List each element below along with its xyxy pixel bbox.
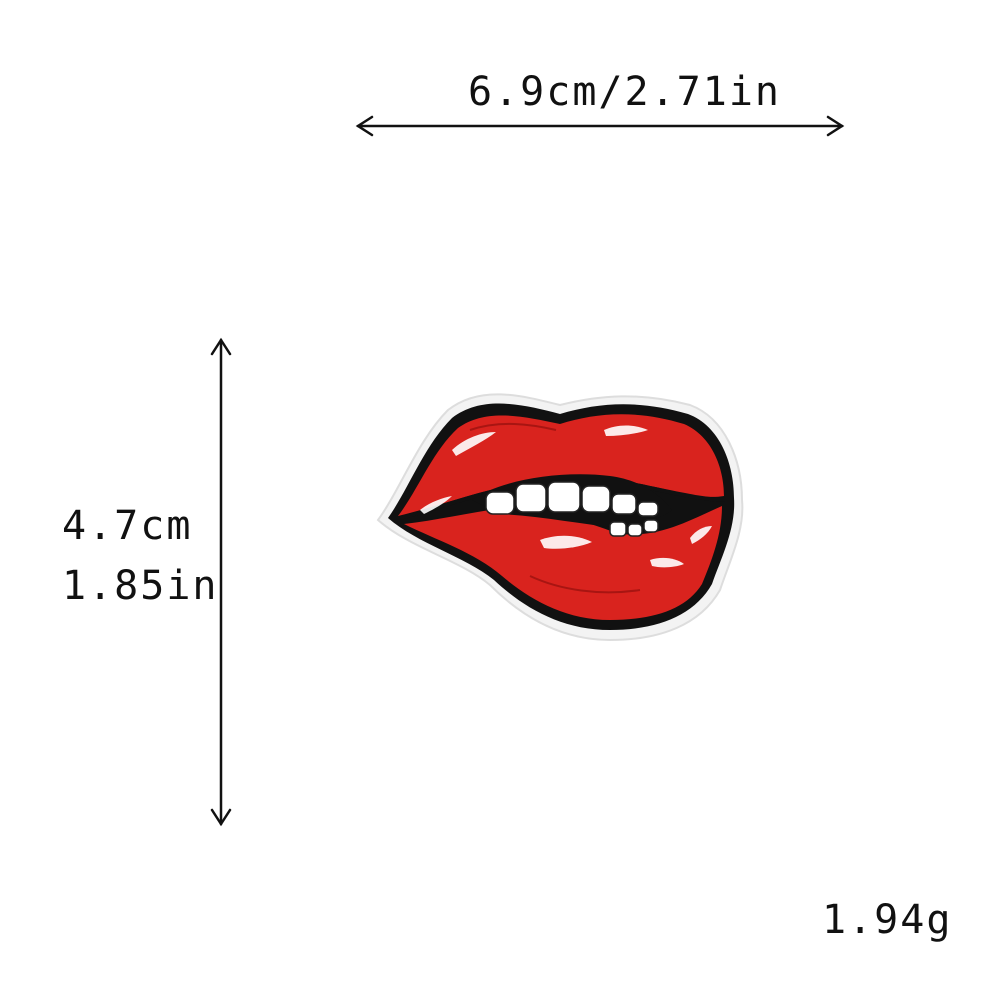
width-arrow [355, 115, 845, 137]
width-label: 6.9cm/2.71in [468, 69, 781, 115]
upper-teeth [485, 481, 659, 517]
height-in-label: 1.85in [62, 563, 219, 609]
lip-highlights [420, 425, 712, 568]
weight-label: 1.94g [822, 897, 953, 943]
lip-creases [469, 422, 641, 594]
lower-lip [404, 506, 722, 620]
height-cm-label: 4.7cm [62, 503, 193, 549]
lower-teeth [609, 519, 659, 537]
height-arrow [210, 337, 232, 827]
